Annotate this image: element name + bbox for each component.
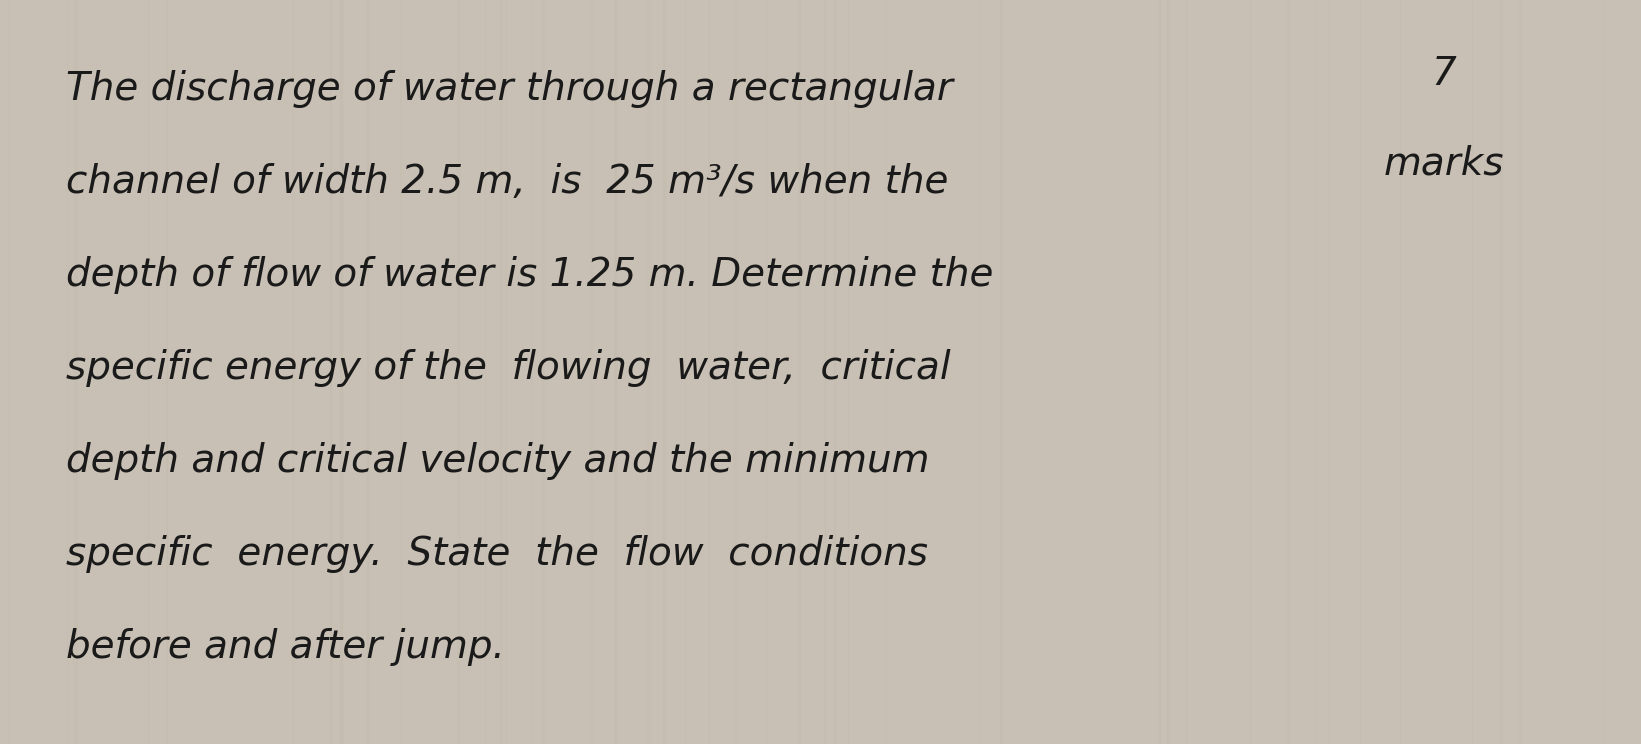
Text: marks: marks [1383,144,1505,183]
Text: 7: 7 [1431,55,1457,94]
Text: channel of width 2.5 m,  is  25 m³/s when the: channel of width 2.5 m, is 25 m³/s when … [66,163,948,202]
Text: specific  energy.  State  the  flow  conditions: specific energy. State the flow conditio… [66,535,927,574]
Text: depth of flow of water is 1.25 m. Determine the: depth of flow of water is 1.25 m. Determ… [66,256,993,295]
Text: depth and critical velocity and the minimum: depth and critical velocity and the mini… [66,442,929,481]
Text: The discharge of water through a rectangular: The discharge of water through a rectang… [66,70,952,109]
Text: before and after jump.: before and after jump. [66,628,504,667]
Text: specific energy of the  flowing  water,  critical: specific energy of the flowing water, cr… [66,349,950,388]
